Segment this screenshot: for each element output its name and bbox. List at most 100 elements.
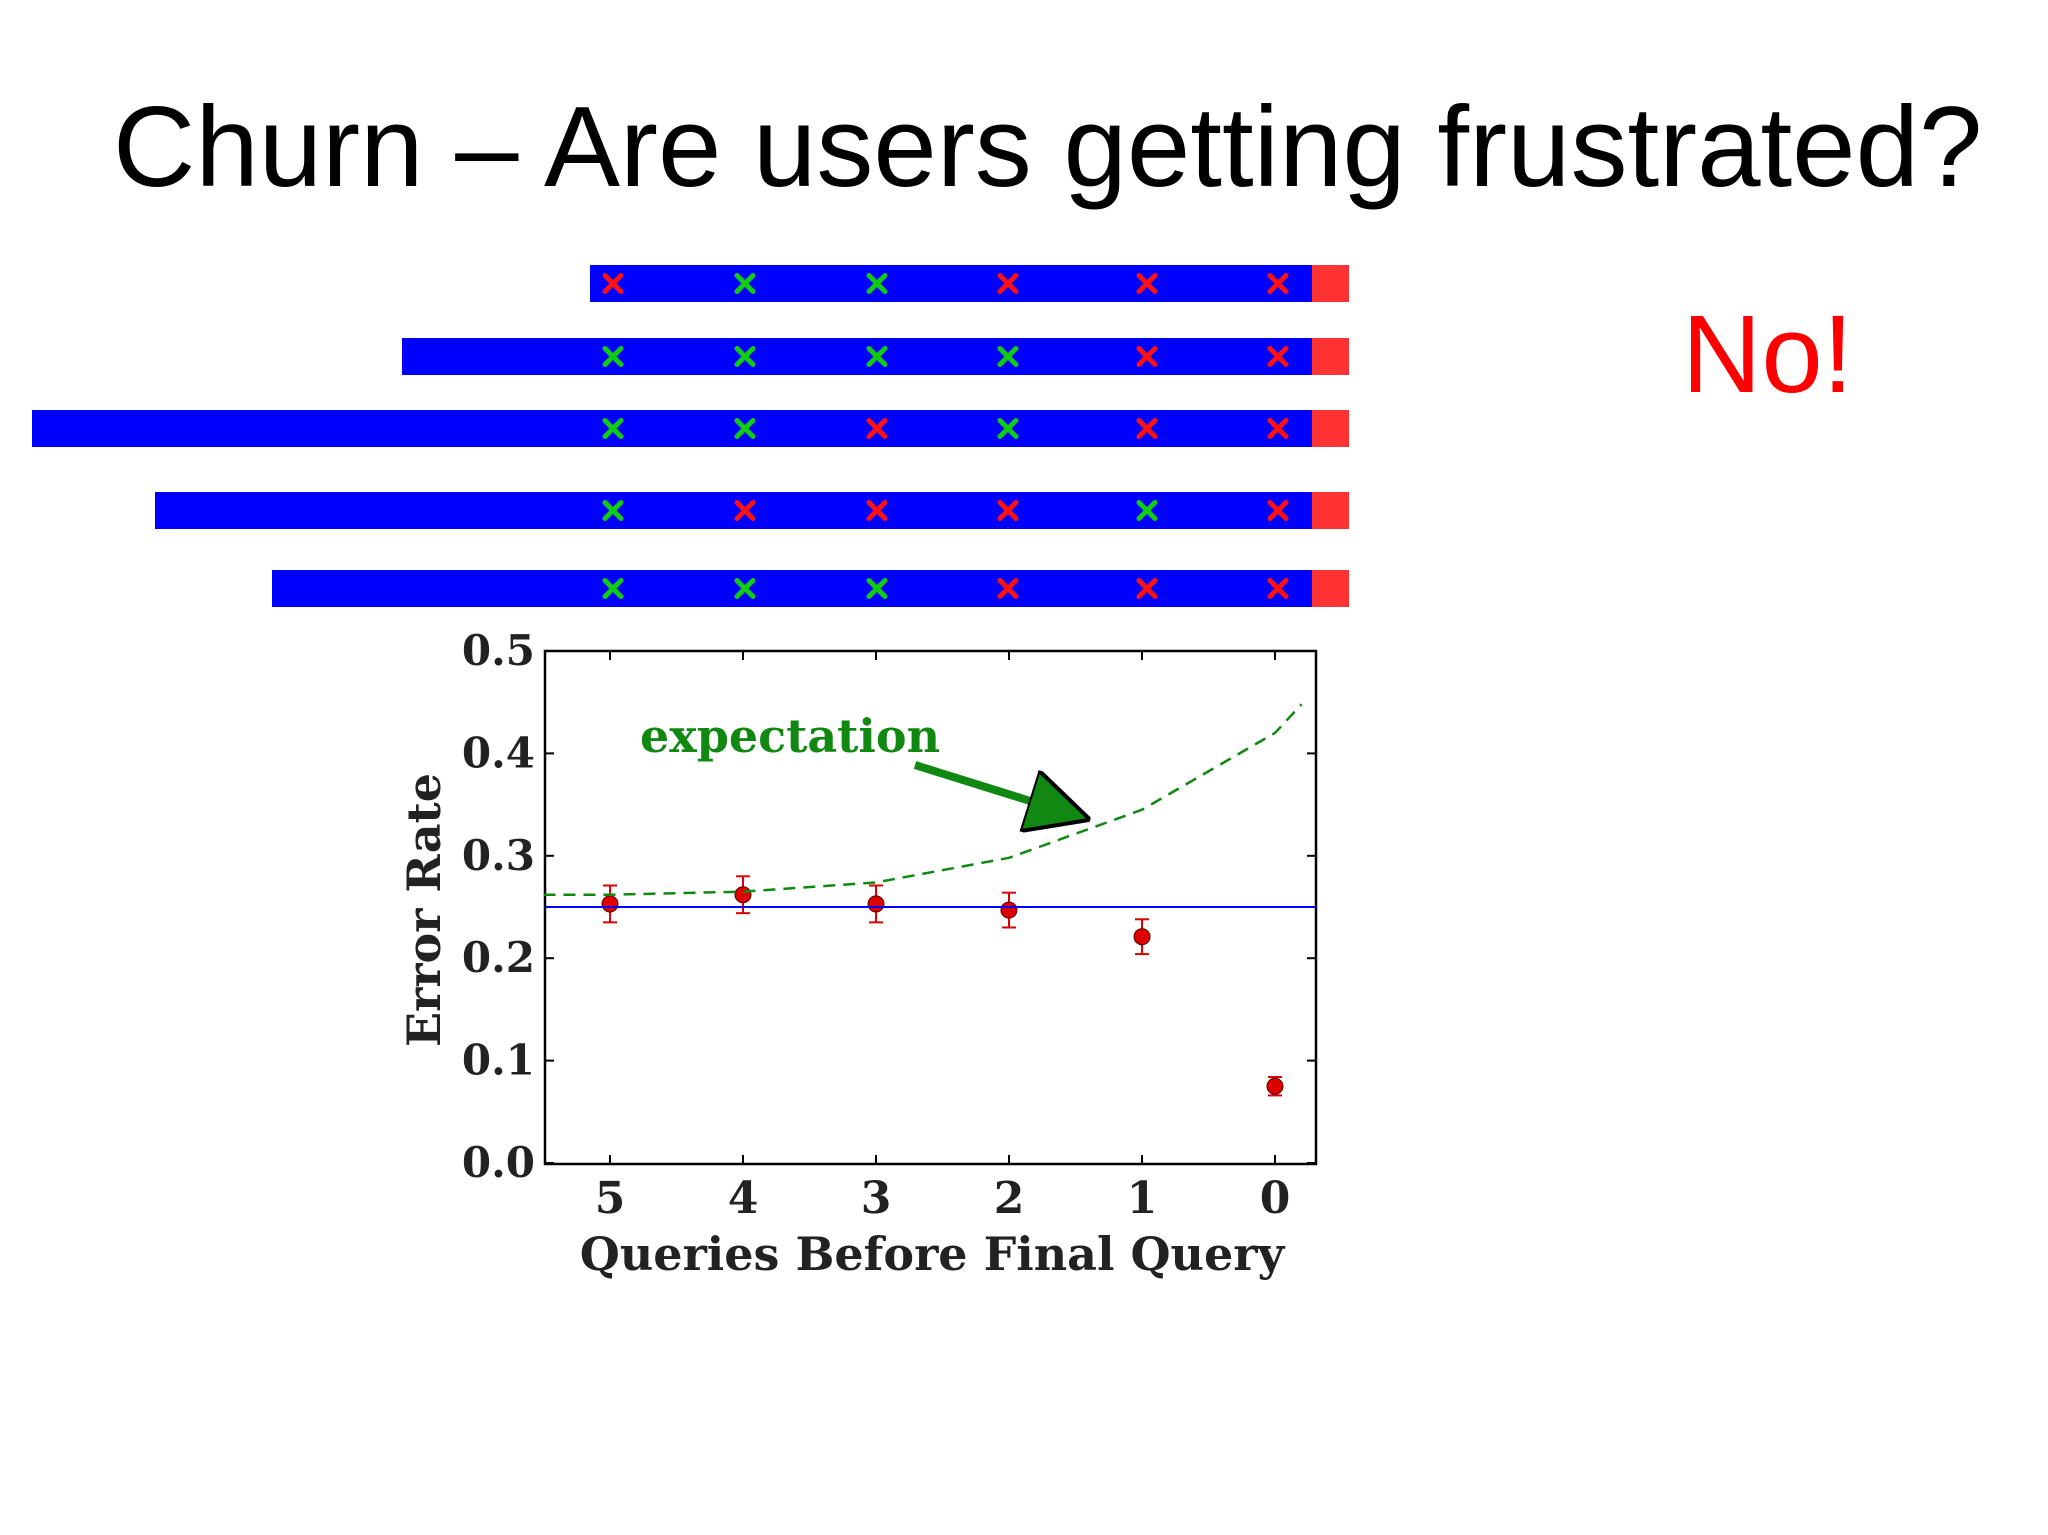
x-mark-stroke (1136, 500, 1158, 521)
green-x-icon (997, 346, 1019, 367)
x-mark-stroke (1136, 346, 1158, 367)
red-x-icon (997, 500, 1019, 521)
x-tick-label: 5 (595, 1173, 626, 1224)
red-x-icon (1136, 418, 1158, 439)
x-mark-stroke (602, 346, 624, 367)
green-x-icon (602, 578, 624, 599)
churn-block-icon (1312, 265, 1349, 302)
green-x-icon (602, 346, 624, 367)
data-point (1266, 1075, 1284, 1097)
session-row (155, 492, 1349, 529)
session-bar (32, 410, 1312, 447)
slide-title: Churn – Are users getting frustrated? (113, 84, 1983, 211)
x-mark-stroke (997, 418, 1019, 439)
red-x-icon (866, 500, 888, 521)
x-mark-stroke (602, 500, 624, 521)
red-x-icon (1267, 346, 1289, 367)
x-mark-stroke (866, 578, 888, 599)
green-x-icon (734, 578, 756, 599)
data-marker (1266, 1077, 1284, 1095)
green-x-icon (866, 346, 888, 367)
red-x-icon (1267, 418, 1289, 439)
x-axis-label: Queries Before Final Query (580, 1227, 1286, 1281)
x-mark-stroke (997, 346, 1019, 367)
churn-block-icon (1312, 570, 1349, 607)
data-marker (601, 895, 619, 913)
x-tick-label: 1 (1127, 1173, 1158, 1224)
data-point (867, 884, 885, 924)
x-mark-stroke (1267, 346, 1289, 367)
x-mark-stroke (997, 500, 1019, 521)
data-marker (734, 886, 752, 904)
green-x-icon (866, 273, 888, 294)
red-x-icon (997, 273, 1019, 294)
plot-series (543, 703, 1316, 1097)
expectation-arrow (913, 761, 1075, 815)
data-marker (867, 895, 885, 913)
green-x-icon (602, 418, 624, 439)
x-mark-stroke (734, 346, 756, 367)
churn-block-icon (1312, 338, 1349, 375)
x-mark-stroke (734, 500, 756, 521)
y-tick-label: 0.5 (462, 626, 535, 675)
session-row (590, 265, 1349, 302)
session-row (32, 410, 1349, 447)
session-bar (155, 492, 1312, 529)
data-point (601, 884, 619, 924)
x-mark-stroke (1267, 273, 1289, 294)
x-mark-stroke (866, 346, 888, 367)
green-x-icon (734, 273, 756, 294)
y-tick-label: 0.0 (462, 1138, 535, 1187)
x-mark-stroke (734, 578, 756, 599)
x-tick-label: 2 (994, 1173, 1025, 1224)
y-axis-label: Error Rate (397, 773, 451, 1047)
churn-block-icon (1312, 492, 1349, 529)
x-mark-stroke (997, 578, 1019, 599)
green-x-icon (734, 346, 756, 367)
red-x-icon (1136, 273, 1158, 294)
session-bar (590, 265, 1312, 302)
x-mark-stroke (997, 273, 1019, 294)
session-bar (272, 570, 1312, 607)
y-tick-label: 0.4 (462, 728, 535, 777)
x-tick-label: 0 (1260, 1173, 1291, 1224)
red-x-icon (1267, 578, 1289, 599)
y-tick-label: 0.3 (462, 831, 535, 880)
expectation-annotation: expectation (640, 709, 940, 763)
data-point (1000, 891, 1018, 929)
x-axis-ticks: 5 4 3 2 1 0 (595, 651, 1291, 1224)
x-mark-stroke (866, 500, 888, 521)
x-mark-stroke (734, 273, 756, 294)
red-x-icon (734, 500, 756, 521)
x-mark-stroke (1136, 578, 1158, 599)
x-mark-stroke (602, 578, 624, 599)
x-mark-stroke (602, 273, 624, 294)
session-bar (402, 338, 1312, 375)
y-tick-label: 0.1 (462, 1036, 535, 1085)
green-x-icon (734, 418, 756, 439)
session-timeline (32, 265, 1349, 607)
x-mark-stroke (602, 418, 624, 439)
x-mark-stroke (1267, 578, 1289, 599)
x-mark-stroke (1267, 418, 1289, 439)
session-row (272, 570, 1349, 607)
x-mark-stroke (734, 418, 756, 439)
red-x-icon (866, 418, 888, 439)
y-axis-ticks: 0.0 0.1 0.2 0.3 0.4 0.5 (462, 626, 1316, 1187)
expectation-curve (543, 703, 1303, 896)
red-x-icon (1136, 346, 1158, 367)
data-marker (1000, 901, 1018, 919)
green-x-icon (866, 578, 888, 599)
red-x-icon (1267, 500, 1289, 521)
y-tick-label: 0.2 (462, 933, 535, 982)
green-x-icon (1136, 500, 1158, 521)
x-mark-stroke (866, 418, 888, 439)
answer-text: No! (1682, 293, 1854, 416)
churn-block-icon (1312, 410, 1349, 447)
x-tick-label: 3 (861, 1173, 892, 1224)
red-x-icon (1136, 578, 1158, 599)
data-marker (1133, 928, 1151, 946)
green-x-icon (997, 418, 1019, 439)
x-mark-stroke (1136, 273, 1158, 294)
